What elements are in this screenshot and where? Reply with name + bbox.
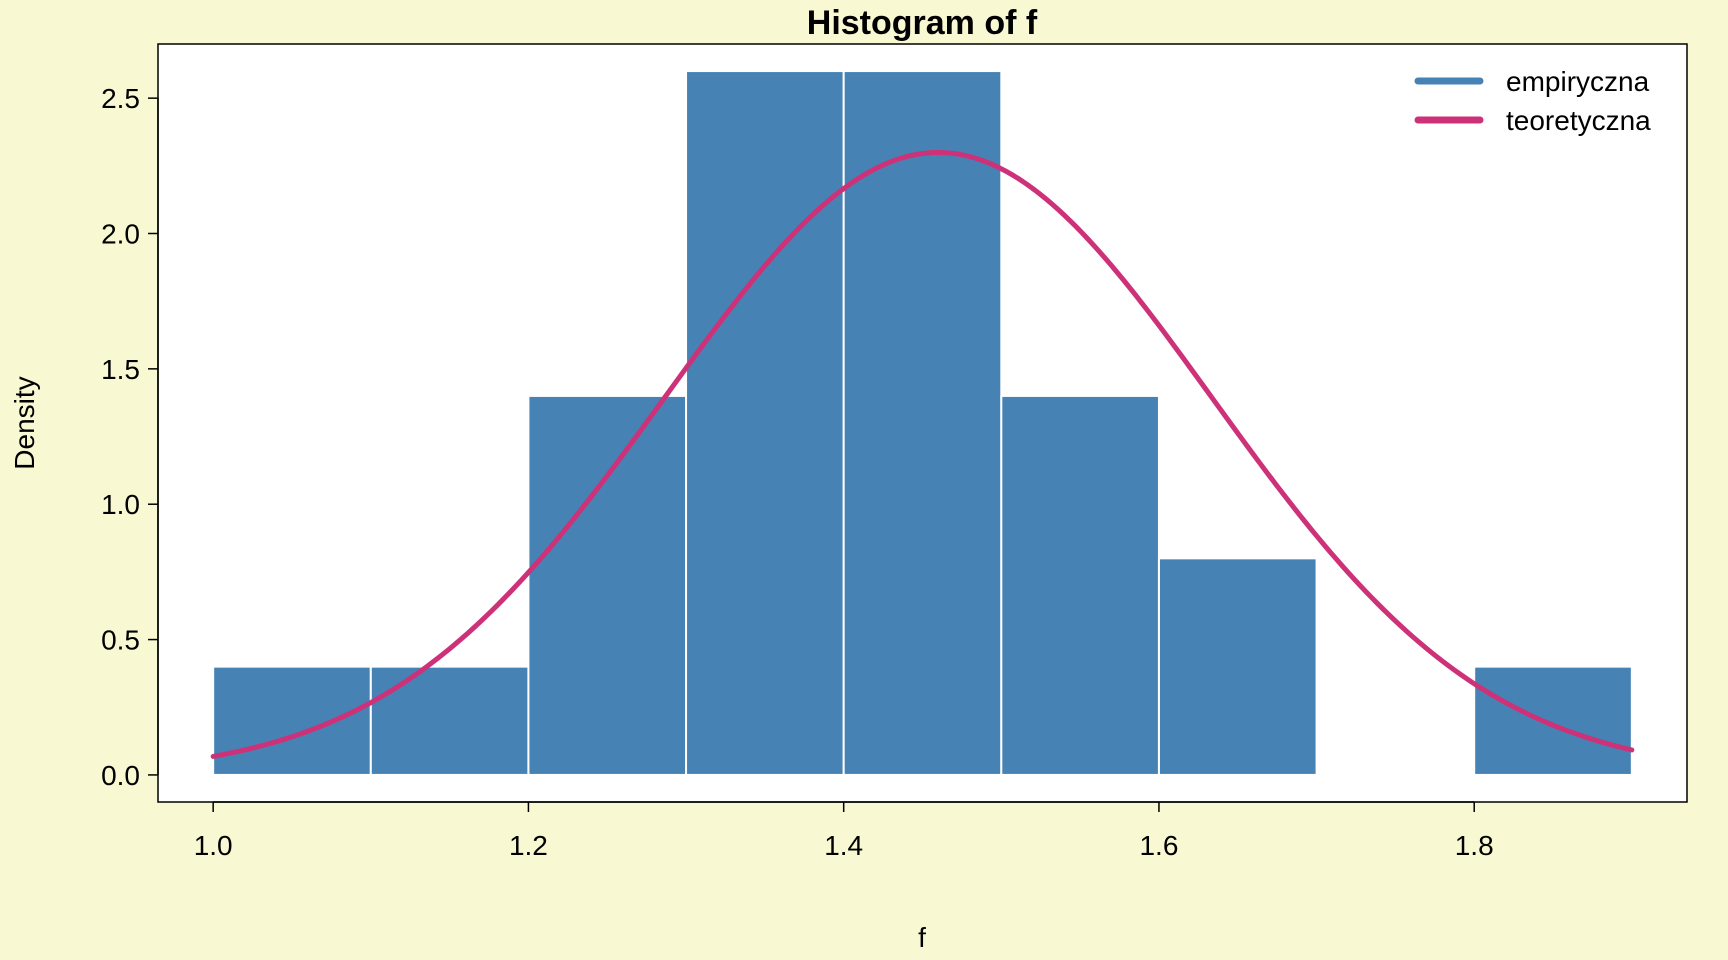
- legend-label-1: empiryczna: [1506, 66, 1650, 97]
- x-tick-label: 1.2: [509, 830, 548, 861]
- y-tick-label: 2.0: [101, 219, 140, 250]
- y-tick-label: 1.5: [101, 354, 140, 385]
- bars-group: [212, 70, 1633, 776]
- y-tick-label: 1.0: [101, 489, 140, 520]
- density-curve: [210, 149, 1635, 759]
- y-tick-label: 2.5: [101, 83, 140, 114]
- x-tick-label: 1.4: [824, 830, 863, 861]
- y-tick-label: 0.5: [101, 625, 140, 656]
- histogram-bar-7: [1157, 557, 1318, 776]
- y-tick-label: 0.0: [101, 760, 140, 791]
- legend-label-2: teoretyczna: [1506, 105, 1651, 136]
- y-axis: 0.0 0.5 1.0 1.5 2.0 2.5: [101, 83, 159, 791]
- x-tick-label: 1.0: [194, 830, 233, 861]
- x-tick-label: 1.6: [1139, 830, 1178, 861]
- chart-title: Histogram of f: [807, 4, 1038, 42]
- x-tick-label: 1.8: [1455, 830, 1494, 861]
- histogram-bar-6: [1000, 394, 1160, 776]
- legend: empiryczna teoretyczna: [1414, 66, 1651, 136]
- x-axis: 1.0 1.2 1.4 1.6 1.8: [194, 801, 1494, 861]
- y-axis-title: Density: [9, 376, 40, 469]
- x-axis-title: f: [918, 922, 926, 953]
- histogram-bar-2: [369, 665, 530, 776]
- histogram-bar-9: [1473, 665, 1633, 776]
- histogram-bar-1: [212, 665, 372, 776]
- histogram-bar-3: [527, 394, 688, 776]
- histogram-bar-5: [842, 70, 1003, 776]
- histogram-bar-4: [685, 70, 845, 776]
